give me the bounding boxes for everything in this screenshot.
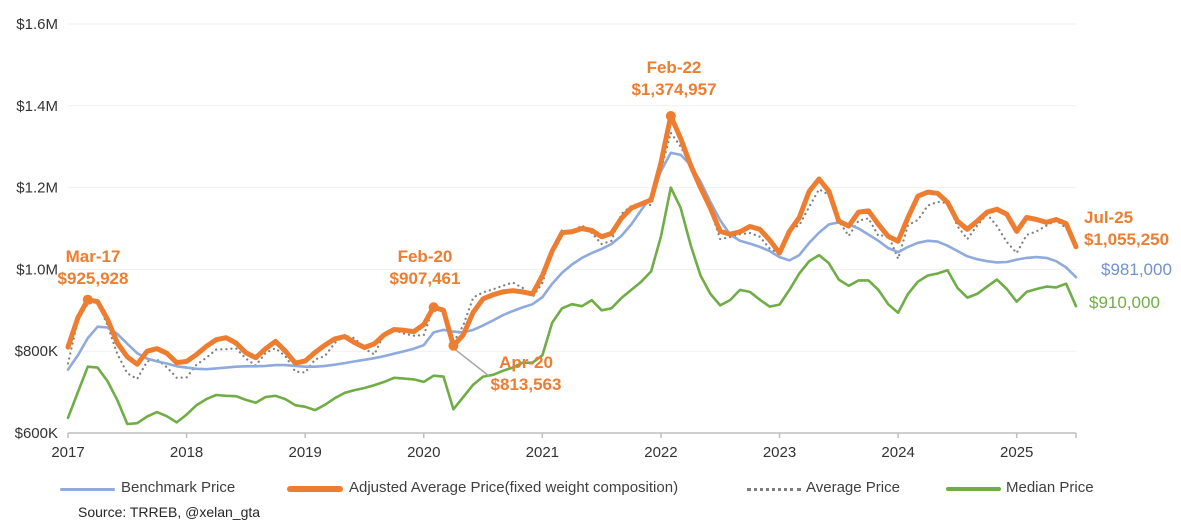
annotation-mar17-month: Mar-17 — [65, 247, 121, 266]
annotation-feb20-value: $907,461 — [389, 269, 461, 288]
annotation-feb22-value: $1,374,957 — [631, 80, 717, 99]
y-axis-tick-label: $1.0M — [16, 261, 58, 278]
annotation-feb20: Feb-20 $907,461 — [365, 246, 485, 290]
y-axis-tick-label: $600K — [15, 425, 58, 442]
legend-label-benchmark: Benchmark Price — [121, 479, 236, 496]
benchmark-end-value: $981,000 — [1101, 260, 1172, 279]
benchmark-line-swatch — [60, 488, 115, 491]
annotation-mar17: Mar-17 $925,928 — [33, 246, 153, 290]
median-end-value: $910,000 — [1089, 293, 1160, 312]
series-line-adjusted — [65, 113, 1079, 367]
y-axis-tick-label: $1.2M — [16, 180, 58, 197]
marker-mar-17 — [82, 294, 93, 305]
series-line-average — [66, 131, 1078, 381]
y-axis-tick-label: $1.4M — [16, 98, 58, 115]
y-axis-tick-label: $800K — [15, 343, 58, 360]
chart-legend: Benchmark Price Adjusted Average Price(f… — [0, 477, 1181, 499]
x-axis-year-label: 2018 — [170, 444, 203, 461]
annotation-feb22: Feb-22 $1,374,957 — [614, 57, 734, 101]
series-line-median — [66, 186, 1078, 426]
annotation-feb20-month: Feb-20 — [397, 247, 453, 266]
annotation-feb22-month: Feb-22 — [646, 58, 702, 77]
annotation-jul25-value: $1,055,250 — [1084, 230, 1170, 249]
legend-label-median: Median Price — [1006, 479, 1094, 496]
y-axis-tick-label: $1.6M — [16, 16, 58, 33]
x-axis-year-label: 2024 — [881, 444, 914, 461]
median-line-swatch — [946, 487, 1001, 491]
legend-label-adjusted-average: Adjusted Average Price(fixed weight comp… — [349, 479, 679, 496]
annotation-apr20-value: $813,563 — [490, 375, 562, 394]
marker-apr-20 — [448, 340, 459, 351]
apr20-leader-line — [454, 349, 490, 377]
average-dotted-line-swatch — [747, 488, 801, 491]
x-axis-year-label: 2019 — [288, 444, 321, 461]
marker-feb-20 — [428, 302, 439, 313]
series-line-benchmark — [66, 151, 1078, 371]
source-note: Source: TRREB, @xelan_gta — [78, 504, 261, 520]
x-axis-year-label: 2017 — [51, 444, 84, 461]
marker-feb-22 — [665, 111, 676, 122]
price-chart-plot: $600K $800K $1.0M $1.2M $1.4M $1.6M 2017 2018 20… — [15, 16, 1079, 461]
annotation-jul25: Jul-25 $1,055,250 — [1084, 207, 1169, 251]
x-axis-year-label: 2021 — [526, 444, 559, 461]
annotation-apr20: Apr-20 $813,563 — [466, 352, 586, 396]
annotation-apr20-month: Apr-20 — [499, 353, 553, 372]
annotation-mar17-value: $925,928 — [57, 269, 129, 288]
x-axis-year-label: 2022 — [644, 444, 677, 461]
legend-label-average: Average Price — [806, 479, 900, 496]
annotation-jul25-month: Jul-25 — [1084, 208, 1134, 227]
x-axis-year-label: 2025 — [1000, 444, 1033, 461]
adjusted-average-line-swatch — [287, 486, 343, 492]
x-axis-year-label: 2023 — [763, 444, 796, 461]
x-axis-year-label: 2020 — [407, 444, 440, 461]
